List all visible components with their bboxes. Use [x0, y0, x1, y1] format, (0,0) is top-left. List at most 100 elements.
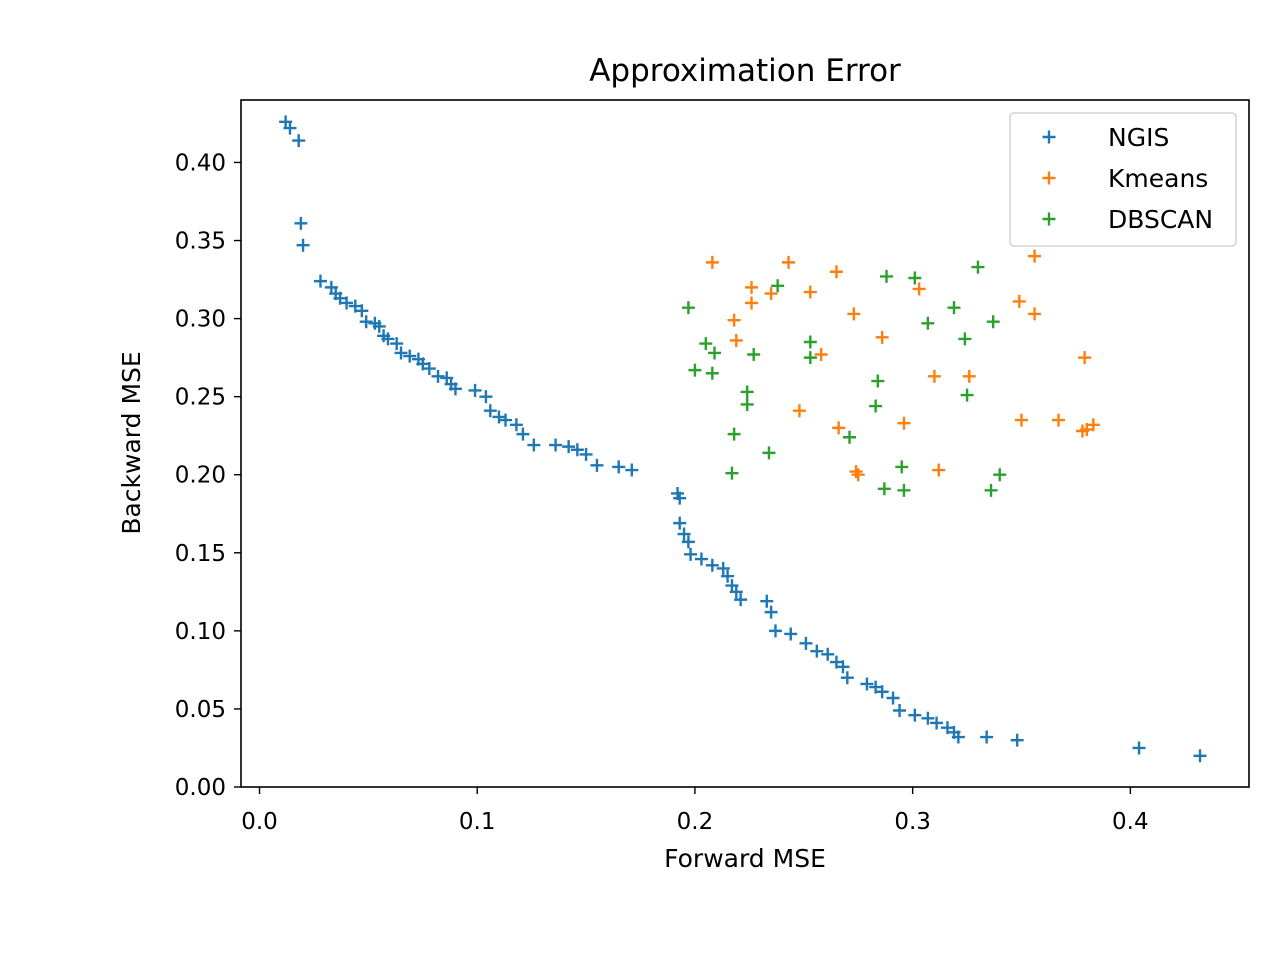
data-point: [832, 421, 846, 435]
data-point: [880, 269, 894, 283]
y-tick-label: 0.20: [175, 463, 226, 489]
series-dbscan: [681, 260, 1007, 497]
data-point: [762, 446, 776, 460]
y-tick-label: 0.25: [175, 385, 226, 411]
data-point: [760, 594, 774, 608]
data-point: [681, 535, 695, 549]
data-point: [958, 332, 972, 346]
data-point: [483, 404, 497, 418]
data-point: [283, 121, 297, 135]
data-point: [468, 383, 482, 397]
data-point: [431, 369, 445, 383]
legend-label: DBSCAN: [1108, 205, 1213, 234]
data-point: [745, 280, 759, 294]
data-point: [908, 271, 922, 285]
data-point: [549, 438, 563, 452]
data-point: [886, 691, 900, 705]
data-point: [1078, 351, 1092, 365]
data-point: [1010, 733, 1024, 747]
data-point: [1012, 294, 1026, 308]
legend-marker: [1042, 130, 1056, 144]
data-point: [729, 585, 743, 599]
data-point: [897, 483, 911, 497]
data-point: [764, 287, 778, 301]
x-tick-label: 0.1: [459, 809, 496, 835]
data-point: [803, 285, 817, 299]
y-axis-ticks: 0.00 0.05 0.10 0.15 0.20 0.25 0.30 0.35 0.40: [175, 150, 241, 801]
data-point: [814, 348, 828, 362]
data-point: [986, 315, 1000, 329]
data-point: [927, 369, 941, 383]
data-point: [479, 390, 493, 404]
data-point: [562, 440, 576, 454]
legend: NGIS Kmeans DBSCAN: [1009, 112, 1237, 247]
data-point: [875, 330, 889, 344]
data-point: [509, 418, 523, 432]
data-point: [895, 460, 909, 474]
data-points: [279, 115, 1207, 763]
data-point: [908, 708, 922, 722]
y-tick-label: 0.15: [175, 541, 226, 567]
data-point: [403, 349, 417, 363]
data-point: [688, 363, 702, 377]
data-point: [962, 369, 976, 383]
data-point: [677, 527, 691, 541]
y-tick-label: 0.05: [175, 697, 226, 723]
data-point: [1052, 413, 1065, 427]
data-point: [871, 374, 885, 388]
data-point: [725, 466, 739, 480]
data-point: [960, 388, 974, 402]
data-point: [705, 558, 719, 572]
x-tick-label: 0.3: [894, 809, 931, 835]
data-point: [612, 460, 626, 474]
data-point: [810, 644, 824, 658]
data-point: [803, 351, 817, 365]
data-point: [499, 413, 513, 427]
y-tick-label: 0.40: [175, 150, 226, 176]
y-axis-label: Backward MSE: [117, 351, 146, 534]
data-point: [516, 427, 530, 441]
data-point: [993, 468, 1007, 482]
data-point: [579, 447, 593, 461]
data-point: [836, 660, 850, 674]
data-point: [799, 636, 813, 650]
data-point: [984, 483, 998, 497]
data-point: [829, 265, 843, 279]
data-point: [570, 443, 584, 457]
data-point: [359, 315, 373, 329]
data-point: [1132, 741, 1146, 755]
data-point: [727, 427, 741, 441]
plot-frame: [240, 99, 1250, 788]
data-point: [340, 296, 354, 310]
x-tick-label: 0.2: [677, 809, 714, 835]
data-point: [381, 332, 395, 346]
data-point: [764, 605, 778, 619]
data-point: [792, 404, 806, 418]
data-point: [296, 238, 310, 252]
data-point: [849, 465, 863, 479]
data-point: [893, 703, 907, 717]
data-point: [869, 399, 883, 413]
data-point: [1028, 307, 1042, 321]
data-point: [292, 134, 306, 148]
data-point: [313, 274, 327, 288]
data-point: [727, 313, 741, 327]
data-point: [747, 348, 761, 362]
legend-box: [1009, 112, 1237, 247]
data-point: [416, 357, 430, 371]
data-point: [705, 255, 719, 269]
data-point: [705, 366, 719, 380]
data-point: [980, 730, 994, 744]
data-point: [932, 463, 946, 477]
y-tick-label: 0.00: [175, 775, 226, 801]
data-point: [1028, 249, 1042, 263]
data-point: [821, 647, 835, 661]
data-point: [875, 685, 889, 699]
legend-label: Kmeans: [1108, 164, 1208, 193]
data-point: [897, 416, 911, 430]
data-point: [860, 677, 874, 691]
x-axis-ticks: 0.0 0.1 0.2 0.3 0.4: [241, 787, 1149, 835]
data-point: [448, 382, 462, 396]
data-point: [694, 552, 708, 566]
data-point: [333, 291, 347, 305]
